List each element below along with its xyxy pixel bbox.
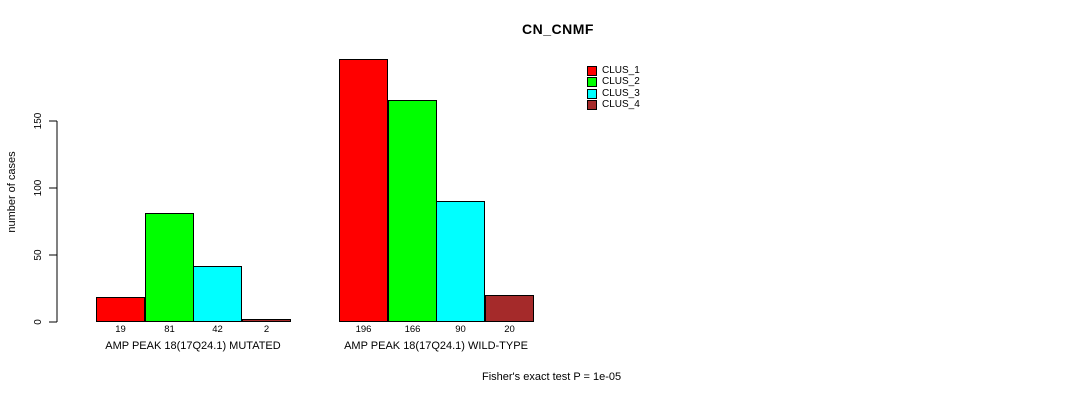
legend-swatch	[587, 77, 597, 88]
bar-value-label: 2	[263, 324, 270, 335]
legend-swatch	[587, 100, 597, 111]
legend-row: CLUS_4	[587, 100, 640, 112]
bar	[242, 319, 291, 322]
y-tick-label: 0	[33, 319, 44, 325]
fisher-test-annotation: Fisher's exact test P = 1e-05	[482, 371, 622, 383]
bar	[388, 100, 437, 322]
bar	[436, 201, 485, 322]
bar-value-label: 81	[164, 324, 175, 335]
y-tick-label: 150	[33, 112, 44, 130]
y-tick-label: 100	[33, 179, 44, 197]
chart-title: CN_CNMF	[522, 21, 594, 37]
bar	[339, 59, 388, 322]
legend-swatch	[587, 88, 597, 99]
legend-swatch	[587, 65, 597, 76]
group-axis-label: AMP PEAK 18(17Q24.1) MUTATED	[105, 340, 281, 352]
bar-value-label: 90	[455, 324, 466, 335]
bar	[485, 295, 534, 322]
bar	[96, 297, 145, 322]
legend-row: CLUS_1	[587, 65, 640, 77]
bar-value-label: 20	[504, 324, 515, 335]
y-tick-label: 50	[33, 249, 44, 261]
bar-value-label: 166	[404, 324, 421, 335]
legend-label: CLUS_3	[602, 87, 640, 99]
group-axis-label: AMP PEAK 18(17Q24.1) WILD-TYPE	[344, 340, 528, 352]
bar-value-label: 196	[355, 324, 372, 335]
bar-value-label: 19	[115, 324, 126, 335]
legend-row: CLUS_3	[587, 88, 640, 100]
legend-row: CLUS_2	[587, 77, 640, 89]
bar	[145, 213, 194, 322]
legend-label: CLUS_2	[602, 76, 640, 88]
bar-value-label: 42	[212, 324, 223, 335]
y-axis	[49, 120, 58, 323]
bar	[193, 266, 242, 322]
legend-label: CLUS_4	[602, 99, 640, 111]
legend-label: CLUS_1	[602, 64, 640, 76]
legend: CLUS_1 CLUS_2 CLUS_3 CLUS_4	[587, 65, 640, 111]
